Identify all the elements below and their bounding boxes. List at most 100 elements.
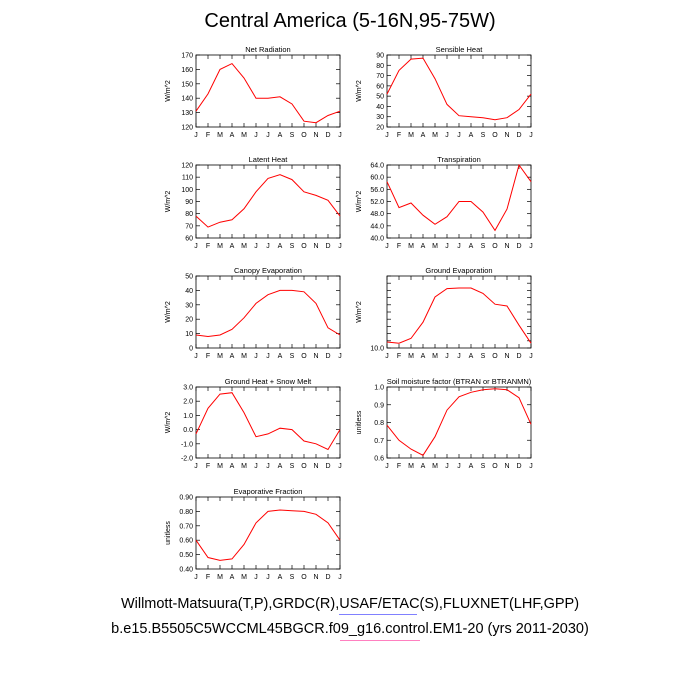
x-tick-label: F xyxy=(397,132,401,139)
x-tick-label: M xyxy=(432,132,438,139)
x-tick-label: F xyxy=(397,463,401,470)
y-tick-label: 120 xyxy=(181,163,193,170)
y-tick-label: 140 xyxy=(181,96,193,103)
x-tick-label: O xyxy=(492,353,498,360)
x-tick-label: M xyxy=(432,463,438,470)
x-tick-label: N xyxy=(504,463,509,470)
x-tick-label: J xyxy=(385,353,389,360)
y-tick-label: 1.0 xyxy=(183,413,193,420)
x-tick-label: F xyxy=(397,243,401,250)
x-tick-label: J xyxy=(529,353,533,360)
x-tick-label: O xyxy=(301,463,307,470)
y-tick-label: 10.0 xyxy=(370,346,384,353)
panel-title: Soil moisture factor (BTRAN or BTRANMN) xyxy=(387,377,532,386)
y-tick-label: 48.0 xyxy=(370,211,384,218)
y-tick-label: 40 xyxy=(376,104,384,111)
y-tick-label: 100 xyxy=(181,187,193,194)
x-tick-label: F xyxy=(206,132,210,139)
x-tick-label: D xyxy=(516,243,521,250)
chart-panel-7: Ground Heat + Snow Melt W/m^2 -2.0 -1.0 0.0 1… xyxy=(165,377,342,470)
x-tick-label: J xyxy=(266,353,270,360)
y-tick-label: 10 xyxy=(185,331,193,338)
y-tick-label: 0.8 xyxy=(374,420,384,427)
y-tick-label: 150 xyxy=(181,81,193,88)
x-tick-label: D xyxy=(325,353,330,360)
x-tick-label: D xyxy=(325,243,330,250)
plot-frame xyxy=(195,496,341,570)
y-axis-label: W/m^2 xyxy=(356,80,363,102)
y-tick-label: 2.0 xyxy=(183,399,193,406)
x-tick-label: J xyxy=(254,353,258,360)
x-tick-label: J xyxy=(385,243,389,250)
plot-frame xyxy=(386,275,532,349)
y-tick-label: 0.40 xyxy=(179,567,193,574)
x-tick-label: A xyxy=(469,243,474,250)
x-tick-label: J xyxy=(254,243,258,250)
x-tick-label: S xyxy=(290,463,295,470)
y-tick-label: 60 xyxy=(185,236,193,243)
y-tick-label: 0.90 xyxy=(179,495,193,502)
x-tick-label: J xyxy=(529,463,533,470)
x-tick-label: D xyxy=(516,463,521,470)
x-tick-label: A xyxy=(230,353,235,360)
y-tick-label: 120 xyxy=(181,125,193,132)
y-axis-label: W/m^2 xyxy=(165,191,172,213)
x-tick-label: J xyxy=(266,463,270,470)
y-tick-label: 110 xyxy=(182,175,193,182)
decorative-underline xyxy=(340,640,420,641)
y-tick-label: 160 xyxy=(181,67,193,74)
x-tick-label: M xyxy=(408,132,414,139)
x-tick-label: A xyxy=(278,132,283,139)
y-tick-label: 0.7 xyxy=(374,438,384,445)
x-tick-label: A xyxy=(469,463,474,470)
x-tick-label: S xyxy=(481,243,486,250)
x-tick-label: J xyxy=(445,243,449,250)
x-tick-label: O xyxy=(301,353,307,360)
x-tick-label: J xyxy=(254,463,258,470)
x-tick-label: J xyxy=(457,243,461,250)
x-tick-label: J xyxy=(529,132,533,139)
x-tick-label: S xyxy=(481,353,486,360)
x-tick-label: J xyxy=(457,353,461,360)
series-line xyxy=(386,388,532,456)
panel-title: Net Radiation xyxy=(245,45,290,54)
y-axis-label: unitless xyxy=(356,410,363,434)
x-tick-label: N xyxy=(313,243,318,250)
x-tick-label: O xyxy=(492,463,498,470)
y-tick-label: 0.70 xyxy=(179,523,193,530)
x-tick-label: N xyxy=(313,463,318,470)
y-tick-label: 90 xyxy=(376,53,384,60)
x-tick-label: A xyxy=(421,132,426,139)
plot-frame xyxy=(195,54,341,128)
x-tick-label: M xyxy=(432,243,438,250)
x-tick-label: J xyxy=(338,132,342,139)
series-line xyxy=(195,289,341,338)
x-tick-label: J xyxy=(266,574,270,581)
x-tick-label: M xyxy=(217,353,223,360)
y-tick-label: 60.0 xyxy=(370,175,384,182)
x-tick-label: S xyxy=(290,353,295,360)
y-axis-label: W/m^2 xyxy=(165,301,172,323)
x-tick-label: M xyxy=(408,463,414,470)
plot-frame xyxy=(195,164,341,239)
x-tick-label: J xyxy=(445,132,449,139)
y-tick-label: 90 xyxy=(185,199,193,206)
x-tick-label: J xyxy=(385,463,389,470)
x-tick-label: M xyxy=(408,353,414,360)
chart-panel-4: Transpiration W/m^2 40.0 44.0 48.0 52.0 56.0 60… xyxy=(356,155,533,250)
x-tick-label: N xyxy=(313,574,318,581)
x-tick-label: J xyxy=(457,132,461,139)
y-tick-label: 20 xyxy=(185,317,193,324)
x-tick-label: D xyxy=(516,132,521,139)
x-tick-label: S xyxy=(290,574,295,581)
y-tick-label: -2.0 xyxy=(181,456,193,463)
x-tick-label: J xyxy=(194,353,198,360)
y-tick-label: 0.9 xyxy=(374,402,384,409)
series-line xyxy=(195,174,341,228)
x-tick-label: D xyxy=(325,574,330,581)
x-tick-label: D xyxy=(516,353,521,360)
y-tick-label: 20 xyxy=(376,125,384,132)
